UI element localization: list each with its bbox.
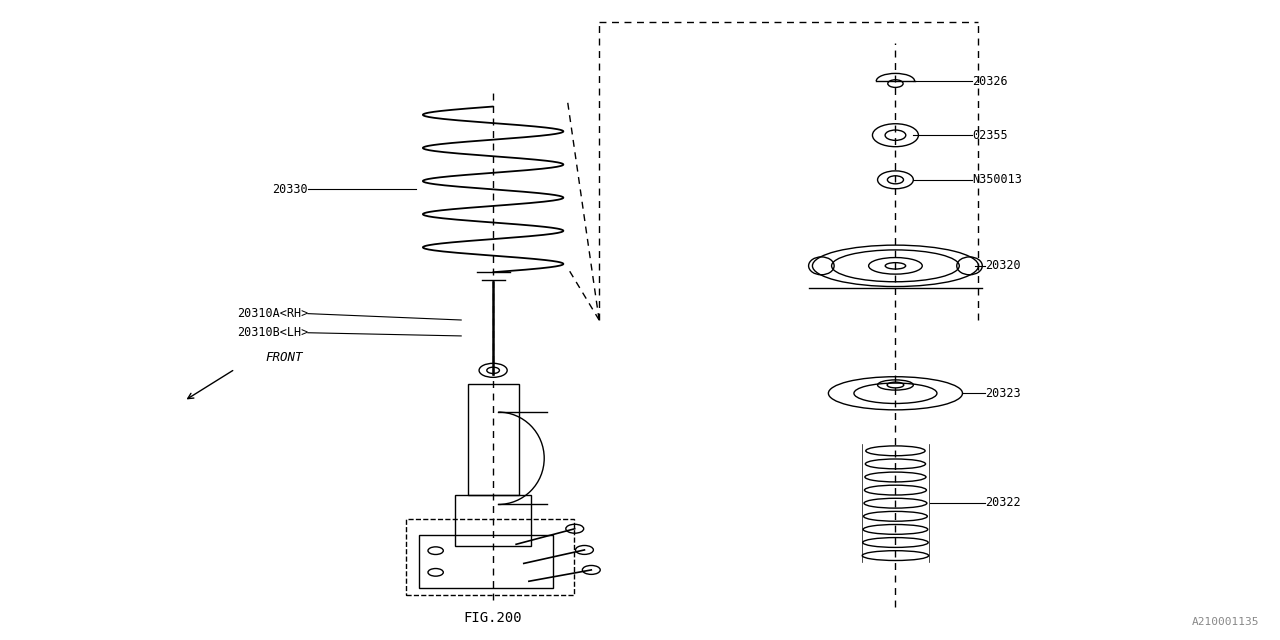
Text: N350013: N350013 xyxy=(972,173,1021,186)
Text: 20322: 20322 xyxy=(984,497,1020,509)
Bar xyxy=(454,495,531,546)
Bar xyxy=(467,384,518,495)
Text: FRONT: FRONT xyxy=(266,351,303,364)
Text: 20310B<LH>: 20310B<LH> xyxy=(237,326,308,339)
Text: 20320: 20320 xyxy=(984,259,1020,273)
Text: 20323: 20323 xyxy=(984,387,1020,400)
Bar xyxy=(406,519,573,595)
Text: 20310A<RH>: 20310A<RH> xyxy=(237,307,308,320)
Text: 20326: 20326 xyxy=(972,74,1007,88)
Bar xyxy=(419,536,553,588)
Text: 20330: 20330 xyxy=(273,183,308,196)
Text: FIG.200: FIG.200 xyxy=(463,611,522,625)
Text: A210001135: A210001135 xyxy=(1192,617,1260,627)
Text: 02355: 02355 xyxy=(972,129,1007,141)
